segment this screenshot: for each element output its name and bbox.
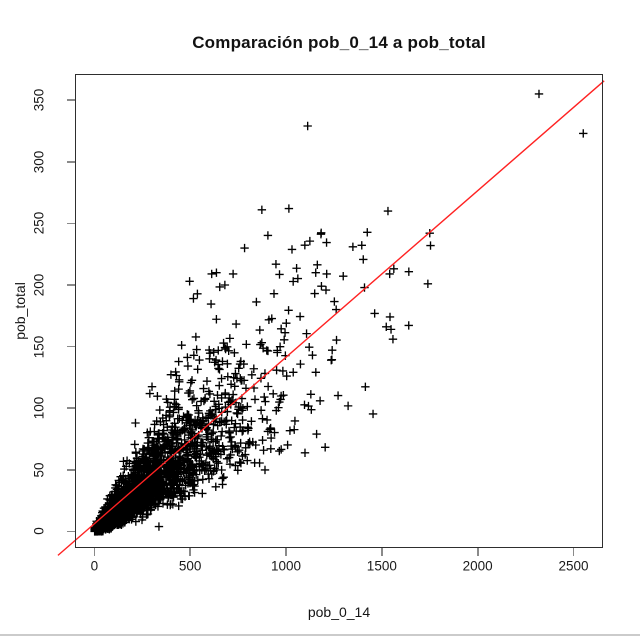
window-bottom-border [0,634,640,636]
y-tick [67,530,75,533]
y-tick-label: 300 [31,150,47,174]
y-axis-label: pob_total [12,282,28,340]
x-tick-label: 2500 [558,558,589,574]
x-tick [285,548,287,556]
plot-area-border [75,74,603,548]
x-tick [572,548,575,556]
chart-title: Comparación pob_0_14 a pob_total [192,33,486,52]
x-tick [189,548,192,556]
y-tick-label: 200 [31,273,47,297]
x-tick [381,548,383,556]
x-tick-label: 0 [90,558,99,574]
x-axis-label: pob_0_14 [307,604,371,620]
x-tick [476,548,479,556]
y-tick-label: 100 [31,396,47,420]
x-tick-label: 500 [178,558,202,574]
x-tick [93,548,96,556]
y-tick-label: 150 [31,335,47,358]
y-tick [67,222,75,225]
x-tick-label: 1500 [366,558,397,574]
y-tick [67,407,75,410]
y-tick-label: 50 [31,462,47,478]
y-tick [67,284,75,286]
x-tick-label: 2000 [462,558,493,574]
y-tick [67,99,75,101]
y-tick-label: 350 [31,88,47,112]
y-tick [67,345,75,348]
y-tick-label: 0 [31,527,47,536]
x-tick-label: 1000 [270,558,302,574]
y-tick [67,161,75,163]
y-tick-label: 250 [31,212,47,235]
y-tick [67,469,75,471]
